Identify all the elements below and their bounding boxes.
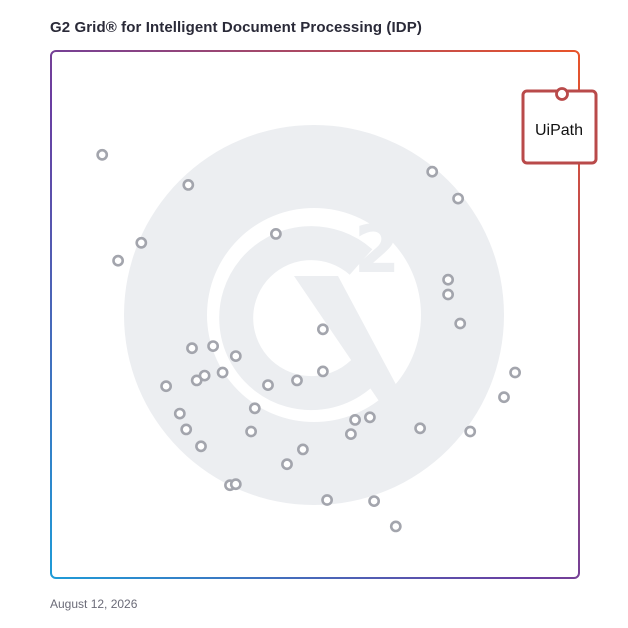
svg-text:2: 2 xyxy=(354,211,400,288)
vendor-point[interactable] xyxy=(112,254,124,267)
chart-title: G2 Grid® for Intelligent Document Proces… xyxy=(50,19,422,36)
vendor-points xyxy=(96,148,521,533)
vendor-point[interactable] xyxy=(442,273,454,286)
vendor-point[interactable] xyxy=(316,365,329,378)
vendor-point[interactable] xyxy=(281,458,293,471)
vendor-point[interactable] xyxy=(248,402,261,415)
highlight-callout[interactable]: UiPath xyxy=(521,87,598,165)
highlight-label: UiPath xyxy=(535,122,583,139)
vendor-point[interactable] xyxy=(316,323,329,336)
vendor-point[interactable] xyxy=(452,192,464,205)
vendor-point[interactable] xyxy=(245,425,257,438)
vendor-point[interactable] xyxy=(269,227,282,240)
vendor-point[interactable] xyxy=(349,413,361,426)
vendor-point[interactable] xyxy=(321,494,333,506)
vendor-point[interactable] xyxy=(344,428,357,440)
vendor-point[interactable] xyxy=(207,340,219,352)
report-date: August 12, 2026 xyxy=(50,597,138,611)
vendor-point[interactable] xyxy=(216,366,229,379)
vendor-point[interactable] xyxy=(173,407,186,420)
vendor-point[interactable] xyxy=(363,411,376,424)
vendor-point[interactable] xyxy=(160,380,172,393)
vendor-point[interactable] xyxy=(96,148,109,161)
vendor-point[interactable] xyxy=(262,379,274,391)
vendor-point[interactable] xyxy=(180,423,193,436)
vendor-point[interactable] xyxy=(509,366,521,379)
vendor-point[interactable] xyxy=(498,391,510,404)
vendor-point[interactable] xyxy=(291,374,303,387)
vendor-point[interactable] xyxy=(186,342,198,355)
vendor-point[interactable] xyxy=(442,288,454,301)
vendor-point[interactable] xyxy=(368,495,380,507)
vendor-point[interactable] xyxy=(229,350,242,362)
vendor-point[interactable] xyxy=(389,520,402,533)
vendor-point[interactable] xyxy=(135,236,148,249)
vendor-point[interactable] xyxy=(464,425,477,438)
highlight-point[interactable] xyxy=(555,87,569,101)
vendor-point[interactable] xyxy=(190,374,203,387)
vendor-point[interactable] xyxy=(426,165,439,178)
vendor-point[interactable] xyxy=(182,178,195,191)
vendor-point[interactable] xyxy=(195,440,207,453)
vendor-point[interactable] xyxy=(454,317,467,330)
grid-frame xyxy=(50,50,580,579)
vendor-point[interactable] xyxy=(229,478,242,491)
vendor-point[interactable] xyxy=(414,422,426,435)
vendor-point[interactable] xyxy=(296,443,309,456)
